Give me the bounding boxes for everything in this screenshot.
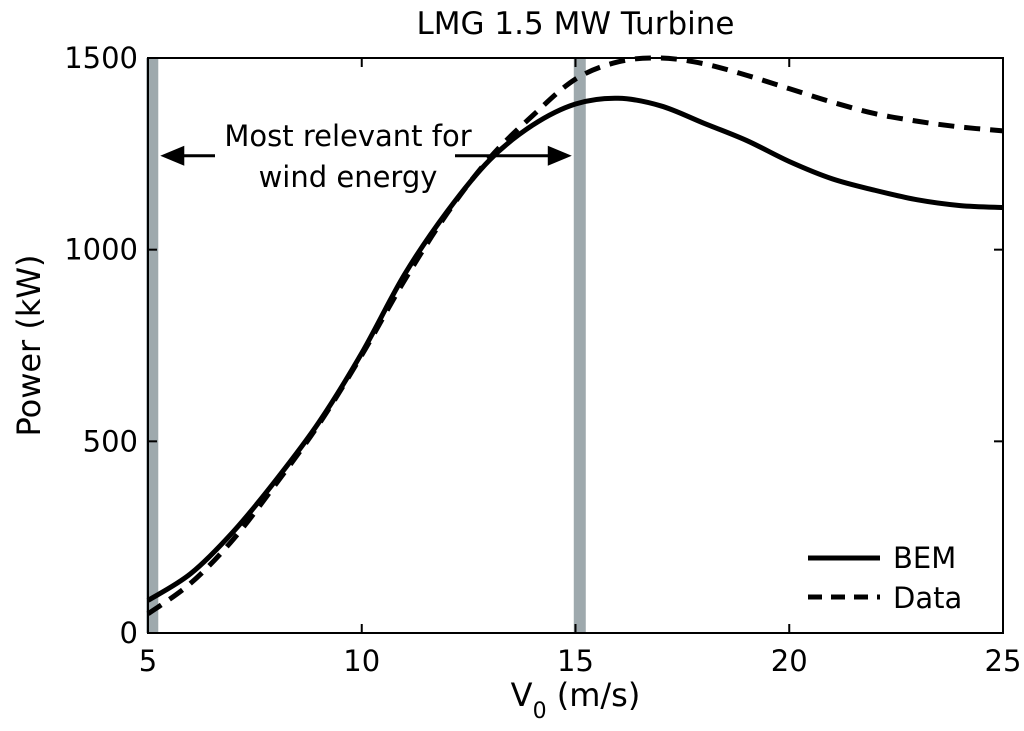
series-line-bem [146,95,1004,603]
legend: BEM Data [800,540,985,620]
x-tick-label: 5 [139,644,157,678]
vertical-band-1 [573,58,586,633]
y-tick-label: 1500 [64,41,138,75]
legend-label-data: Data [893,581,962,615]
x-axis-label-main: V [511,676,533,714]
x-tick-label: 10 [343,644,380,678]
x-axis-label-subscript: 0 [533,699,547,724]
vertical-band-0 [146,58,159,633]
annotation-arrowhead-right [547,145,572,166]
y-tick-label: 500 [83,424,138,458]
legend-background [800,540,985,620]
series-layer [146,55,1004,616]
chart-title: LMG 1.5 MW Turbine [417,6,735,42]
annotation-text-line1: Most relevant for [224,119,471,153]
legend-label-bem: BEM [893,541,956,575]
x-axis-label-unit: (m/s) [547,676,641,714]
annotation-text-line2: wind energy [259,160,438,194]
x-tick-label: 15 [557,644,594,678]
x-axis-label: V0 (m/s) [511,676,641,724]
x-tick-label: 25 [985,644,1022,678]
annotation-layer: Most relevant for wind energy [160,119,572,194]
y-tick-label: 1000 [64,233,138,267]
annotation-arrowhead-left [160,145,185,166]
y-axis-label: Power (kW) [10,254,48,436]
x-tick-label: 20 [771,644,808,678]
ticks-layer: 5 10 15 20 25 0 500 1000 1500 [64,41,1021,678]
bands-layer [146,58,586,633]
y-tick-label: 0 [120,616,138,650]
